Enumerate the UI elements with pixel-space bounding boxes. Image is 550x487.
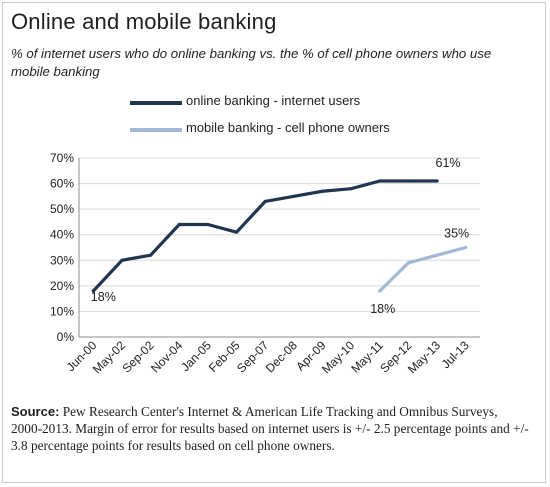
x-tick-label: Dec-08 (263, 338, 300, 375)
series-line-mobile (378, 245, 468, 293)
data-label: 35% (444, 227, 469, 241)
y-tick-label: 40% (50, 228, 74, 242)
data-label: 18% (91, 290, 116, 304)
legend-label-mobile: mobile banking - cell phone owners (186, 120, 390, 135)
data-label: 61% (436, 156, 461, 170)
data-point (435, 253, 439, 257)
data-label: 18% (370, 302, 395, 316)
y-tick-label: 0% (57, 330, 75, 344)
x-tick-label: Nov-04 (148, 338, 185, 375)
data-point (177, 222, 181, 227)
data-point (120, 258, 124, 262)
data-point (378, 289, 382, 293)
chart-subtitle: % of internet users who do online bankin… (11, 46, 492, 79)
data-point (349, 187, 353, 191)
data-point (206, 222, 210, 227)
data-point (292, 194, 296, 198)
y-tick-label: 10% (50, 304, 74, 318)
data-point (263, 199, 267, 204)
y-tick-label: 60% (50, 177, 74, 191)
data-point (91, 289, 95, 293)
chart-frame (2, 2, 546, 483)
x-tick-label: May-02 (90, 338, 128, 376)
source-note: Source: Pew Research Center's Internet &… (11, 403, 531, 454)
data-point (378, 179, 382, 183)
data-point (234, 230, 239, 234)
source-label: Source: (11, 404, 60, 419)
legend-label-online: online banking - internet users (186, 93, 361, 108)
y-tick-label: 50% (50, 202, 74, 216)
data-point (406, 179, 410, 183)
legend-swatch-online (130, 101, 182, 105)
x-tick-label: May-13 (405, 338, 443, 376)
source-text: Pew Research Center's Internet & America… (11, 404, 529, 453)
line-chart: 0%10%20%30%40%50%60%70%Jun-00May-02Sep-0… (50, 151, 480, 376)
y-tick-label: 70% (50, 151, 74, 165)
legend-swatch-mobile (130, 128, 182, 132)
data-point (435, 179, 439, 183)
data-point (149, 253, 153, 257)
y-tick-label: 20% (50, 279, 74, 293)
data-point (406, 261, 410, 265)
data-point (320, 189, 325, 193)
y-tick-label: 30% (50, 253, 74, 267)
data-point (464, 245, 468, 250)
chart-title: Online and mobile banking (11, 9, 277, 34)
series-line-online (91, 179, 439, 293)
x-tick-label: Jul-13 (439, 338, 472, 371)
